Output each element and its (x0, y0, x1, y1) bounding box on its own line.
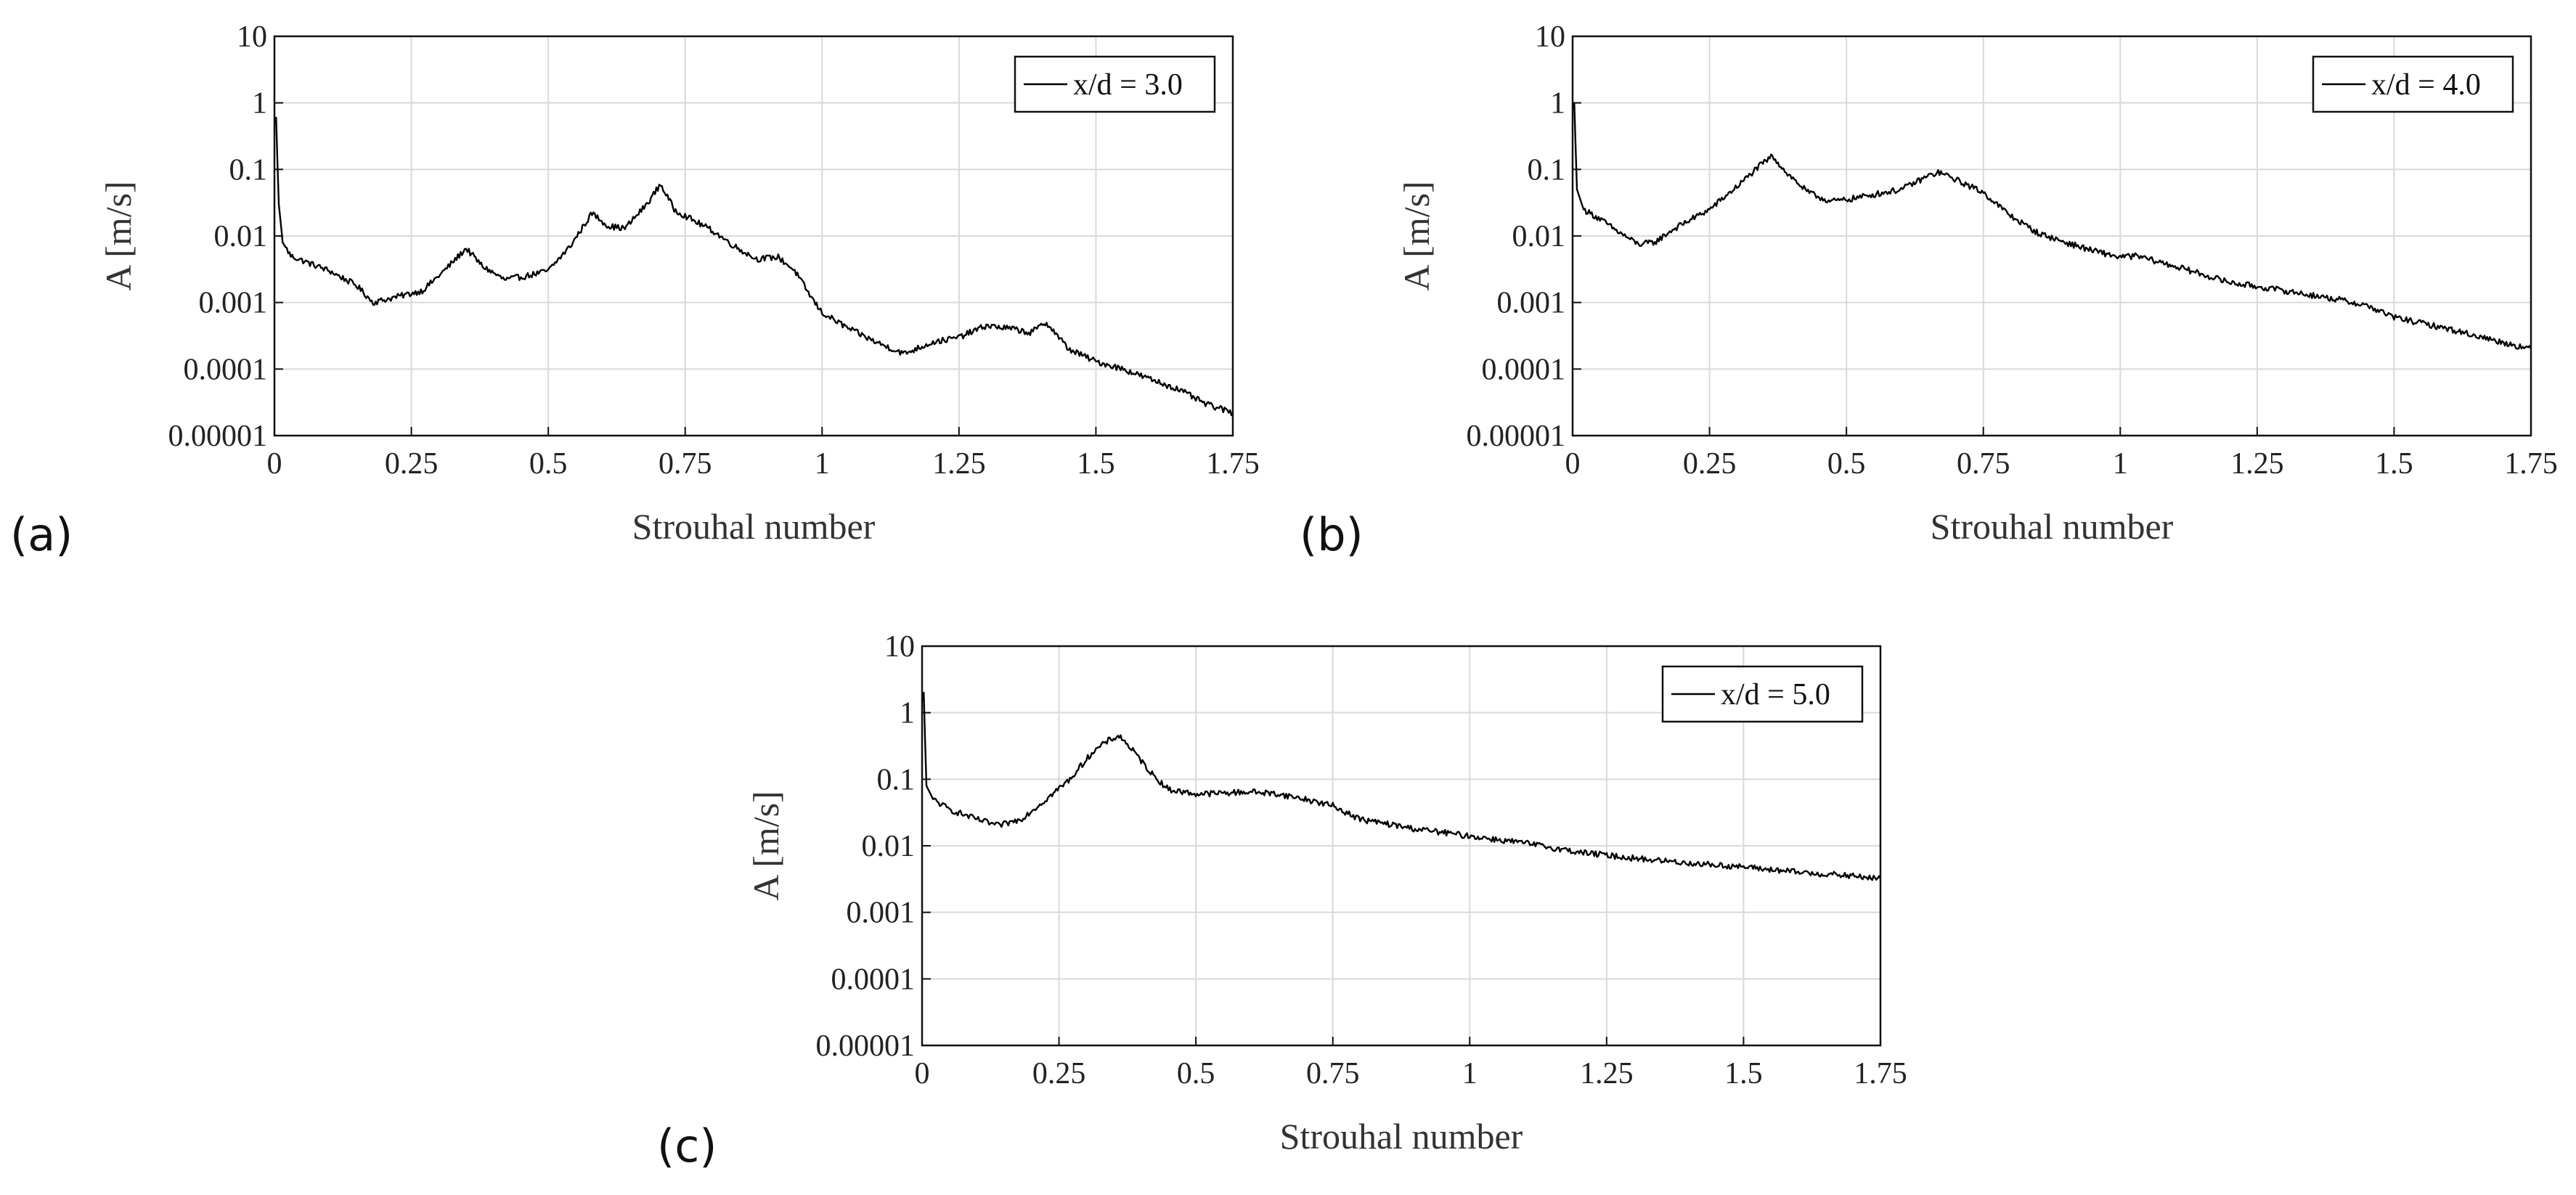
x-tick-label: 0.75 (1306, 1057, 1360, 1090)
panel-b: 0 0.25 0.5 0.75 1 1.25 1.5 1.75 0.00001 0.0001 0.0… (1300, 20, 2558, 561)
legend-entry: x/d = 4.0 (2371, 68, 2481, 102)
y-tick-label: 0.0001 (1482, 353, 1566, 386)
x-tick-label: 0.75 (1957, 447, 2010, 481)
tick-labels: 0 0.25 0.5 0.75 1 1.25 1.5 1.75 0.00001 0.0001 0.0… (1467, 20, 2558, 481)
y-tick-label: 0.1 (1528, 153, 1566, 187)
x-tick-label: 0.25 (385, 447, 439, 481)
series-layer (921, 691, 1882, 881)
panel-label-c: (c) (657, 1119, 717, 1172)
x-tick-label: 1.75 (2504, 447, 2558, 481)
x-tick-label: 1.25 (2230, 447, 2284, 481)
y-tick-label: 1 (252, 87, 267, 121)
x-tick-label: 1 (1462, 1057, 1477, 1090)
x-axis-label: Strouhal number (632, 506, 876, 547)
y-axis-label: A [m/s] (98, 181, 139, 290)
y-axis-label: A [m/s] (1396, 181, 1437, 290)
y-tick-label: 0.00001 (1467, 420, 1566, 453)
x-tick-label: 1.75 (1206, 447, 1260, 481)
x-tick-label: 1 (2113, 447, 2128, 481)
y-tick-label: 0.001 (847, 897, 916, 930)
x-tick-label: 0.5 (1177, 1057, 1215, 1090)
x-tick-label: 0 (1565, 447, 1581, 481)
x-tick-label: 0 (267, 447, 282, 481)
legend: x/d = 4.0 (2312, 55, 2514, 113)
tick-labels: 0 0.25 0.5 0.75 1 1.25 1.5 1.75 0.00001 0.0001 0.0… (816, 630, 1907, 1090)
x-tick-label: 1.5 (1077, 447, 1115, 481)
x-tick-label: 1.25 (1580, 1057, 1634, 1090)
x-tick-label: 0.25 (1032, 1057, 1086, 1090)
x-tick-label: 1.5 (2375, 447, 2413, 481)
y-tick-label: 0.001 (199, 287, 268, 320)
x-tick-label: 0.5 (1827, 447, 1866, 481)
y-tick-label: 0.1 (229, 153, 268, 187)
y-tick-label: 0.01 (214, 220, 268, 253)
x-tick-label: 0.25 (1683, 447, 1737, 481)
panel-label-a: (a) (10, 508, 73, 561)
series-line (921, 691, 1882, 881)
y-tick-label: 10 (884, 630, 915, 664)
y-axis-label: A [m/s] (746, 791, 786, 900)
panel-a: 0 0.25 0.5 0.75 1 1.25 1.5 1.75 0.00001 0.0001 0.0… (10, 20, 1260, 561)
panel-c: 0 0.25 0.5 0.75 1 1.25 1.5 1.75 0.00001 0.0001 0.0… (657, 630, 1907, 1172)
y-tick-label: 1 (1550, 87, 1565, 121)
y-tick-label: 10 (237, 20, 267, 54)
tick-labels: 0 0.25 0.5 0.75 1 1.25 1.5 1.75 0.00001 0.0001 0.0… (168, 20, 1260, 481)
x-axis-label: Strouhal number (1280, 1116, 1523, 1157)
y-tick-label: 0.01 (862, 830, 916, 863)
y-tick-label: 0.001 (1497, 287, 1566, 320)
y-tick-label: 0.00001 (816, 1029, 916, 1063)
y-tick-label: 0.00001 (168, 420, 268, 453)
x-axis-label: Strouhal number (1931, 506, 2174, 547)
x-tick-label: 1 (815, 447, 830, 481)
grid (1573, 36, 2531, 436)
x-tick-label: 1.25 (932, 447, 986, 481)
legend: x/d = 3.0 (1014, 55, 1216, 113)
y-tick-label: 0.1 (877, 763, 916, 796)
series-layer (1571, 102, 2532, 350)
panel-label-b: (b) (1300, 508, 1364, 561)
y-tick-label: 1 (900, 697, 915, 730)
x-tick-label: 0.5 (529, 447, 568, 481)
legend-entry: x/d = 3.0 (1073, 68, 1183, 102)
legend: x/d = 5.0 (1661, 665, 1864, 723)
series-layer (273, 116, 1234, 417)
x-tick-label: 1.75 (1854, 1057, 1907, 1090)
series-line (1571, 102, 2532, 350)
legend-entry: x/d = 5.0 (1721, 678, 1830, 711)
y-tick-label: 0.01 (1512, 220, 1566, 253)
y-tick-label: 10 (1535, 20, 1565, 54)
y-tick-label: 0.0001 (184, 353, 268, 386)
x-tick-label: 0 (915, 1057, 930, 1090)
series-line (273, 116, 1234, 417)
x-tick-label: 1.5 (1724, 1057, 1763, 1090)
y-tick-label: 0.0001 (831, 963, 916, 996)
x-tick-label: 0.75 (659, 447, 712, 481)
